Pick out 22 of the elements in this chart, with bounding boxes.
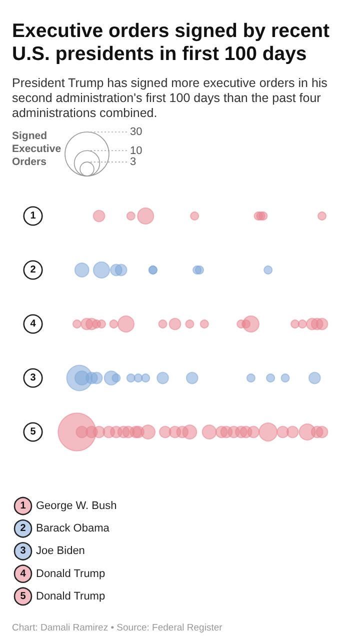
y-tick-label: 3: [30, 372, 36, 384]
legend-label: George W. Bush: [36, 500, 117, 512]
legend-label: Barack Obama: [36, 522, 110, 535]
chart-title: Executive orders signed by recent U.S. presidents in first 100 days: [12, 20, 331, 66]
category-label: 3: [20, 546, 26, 557]
legend-label: Donald Trump: [36, 590, 106, 602]
legend-label: Joe Biden: [36, 545, 85, 558]
text: Chart: Damali Ramirez • Source: Federal Register: [12, 622, 222, 634]
y-tick-label: 1: [30, 210, 36, 222]
legend-label: 30: [130, 126, 142, 138]
y-tick-label: 5: [30, 426, 36, 438]
category-label: 1: [20, 500, 26, 512]
chart-subtitle: President Trump has signed more executive orders in his second administration's first 100 days than the past four administrations combined.: [12, 76, 328, 121]
y-tick-label: 4: [30, 318, 36, 330]
legend-label: Donald Trump: [36, 568, 106, 580]
legend-title: Signed Executive Orders: [12, 130, 62, 169]
legend-label: 3: [130, 156, 136, 168]
category-label: 4: [20, 568, 26, 580]
category-label: 2: [20, 523, 26, 534]
legend-label: 10: [130, 144, 142, 157]
category-label: 5: [20, 590, 26, 602]
y-tick-label: 2: [30, 264, 36, 276]
